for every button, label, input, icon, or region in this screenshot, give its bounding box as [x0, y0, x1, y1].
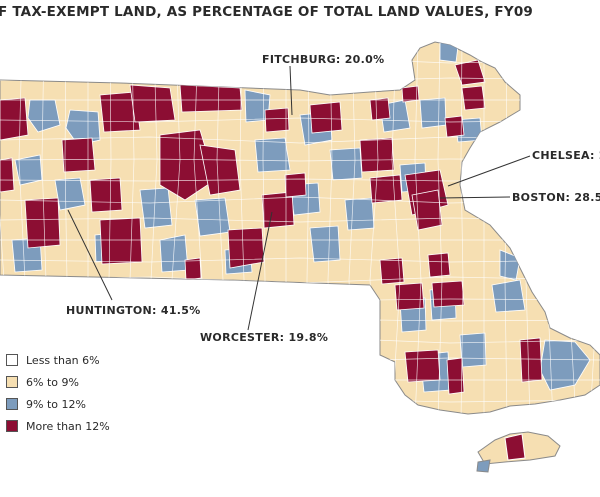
- town-region: [254, 137, 291, 173]
- town-region: [184, 257, 202, 281]
- town-region: [411, 189, 443, 231]
- town-region: [227, 227, 265, 269]
- legend-item: 6% to 9%: [6, 371, 110, 393]
- callout-worcester: WORCESTER: 19.8%: [200, 331, 329, 344]
- legend-label: 9% to 12%: [26, 397, 86, 411]
- town-region: [431, 280, 465, 308]
- town-region: [139, 187, 173, 229]
- map-legend: Less than 6% 6% to 9% 9% to 12% More tha…: [6, 349, 110, 437]
- legend-item: Less than 6%: [6, 349, 110, 371]
- island-small: [476, 459, 491, 473]
- town-region: [459, 332, 487, 368]
- town-region: [0, 97, 29, 141]
- town-region: [284, 172, 307, 198]
- town-region: [394, 282, 425, 311]
- town-region: [419, 97, 447, 129]
- legend-item: More than 12%: [6, 415, 110, 437]
- town-region: [264, 107, 290, 133]
- town-region: [199, 144, 241, 196]
- legend-swatch-6-to-9: [6, 376, 18, 388]
- town-border-line: [0, 77, 600, 83]
- town-region: [439, 42, 459, 63]
- callout-huntington: HUNTINGTON: 41.5%: [66, 304, 201, 317]
- legend-label: Less than 6%: [26, 353, 100, 367]
- town-region: [446, 357, 465, 395]
- town-region: [194, 197, 231, 237]
- town-region: [444, 115, 465, 138]
- town-border-line: [0, 117, 600, 123]
- legend-item: 9% to 12%: [6, 393, 110, 415]
- town-region: [404, 349, 441, 383]
- town-region: [359, 137, 395, 173]
- town-region: [461, 85, 486, 111]
- legend-swatch-more-than-12: [6, 420, 18, 432]
- town-region: [519, 337, 543, 383]
- leader-line-fitchburg: [289, 65, 293, 116]
- town-region: [89, 177, 123, 213]
- callout-fitchburg: FITCHBURG: 20.0%: [262, 53, 385, 66]
- leader-line-boston: [439, 196, 511, 199]
- town-region: [129, 84, 176, 123]
- town-region: [99, 217, 143, 265]
- legend-swatch-9-to-12: [6, 398, 18, 410]
- island-vineyard-highlight: [504, 433, 526, 461]
- town-region: [309, 225, 341, 263]
- town-region: [309, 101, 343, 134]
- leader-line-worcester: [247, 211, 273, 331]
- town-region: [379, 257, 405, 285]
- callout-boston: BOSTON: 28.5%: [512, 191, 600, 204]
- callout-chelsea: CHELSEA: 26: [532, 149, 600, 162]
- town-region: [427, 252, 451, 278]
- town-region: [369, 97, 391, 121]
- town-region: [499, 249, 521, 281]
- town-region: [369, 174, 403, 204]
- town-region: [491, 279, 526, 313]
- town-region: [344, 197, 375, 231]
- leader-line-huntington: [67, 209, 113, 301]
- town-region: [0, 157, 15, 193]
- map-title: F TAX-EXEMPT LAND, AS PERCENTAGE OF TOTA…: [0, 4, 534, 20]
- leader-line-chelsea: [447, 155, 531, 187]
- legend-label: 6% to 9%: [26, 375, 79, 389]
- town-region: [179, 84, 243, 113]
- town-region: [24, 197, 61, 249]
- town-region: [54, 177, 86, 211]
- town-region: [61, 137, 96, 173]
- town-region: [329, 147, 363, 181]
- legend-swatch-less-than-6: [6, 354, 18, 366]
- town-border-line: [0, 257, 600, 263]
- legend-label: More than 12%: [26, 419, 110, 433]
